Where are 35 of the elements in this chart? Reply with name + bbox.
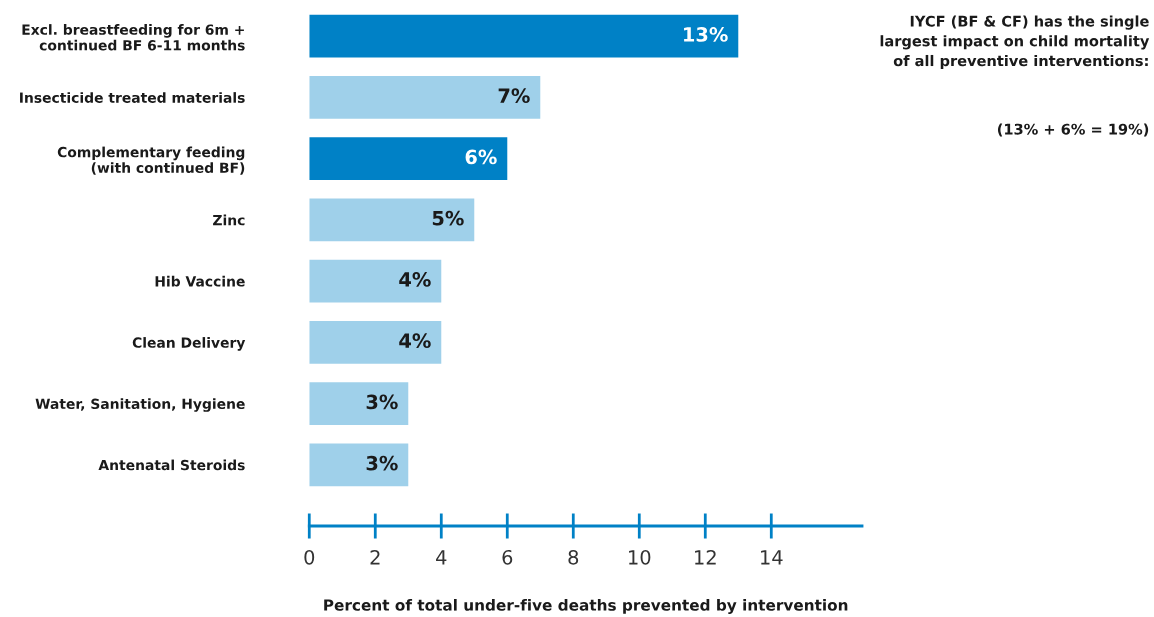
x-tick-label: 4 (436, 550, 447, 565)
text: IYCF (BF & CF) has the single largest impact on child mortality of all preventive interventions: (880, 15, 1150, 70)
data-label: 3% (366, 394, 398, 410)
y-tick-label: Antenatal Steroids (98, 459, 245, 471)
data-label: 5% (432, 210, 464, 226)
x-tick-label: 6 (502, 549, 513, 565)
data-label: 13% (684, 27, 728, 42)
x-tick-label: 0 (304, 549, 315, 565)
y-tick-label: Clean Delivery (132, 337, 246, 351)
bar (309, 14, 739, 58)
x-tick-label: 2 (370, 549, 380, 565)
x-tick-label: 8 (568, 549, 579, 565)
bar (309, 259, 442, 303)
data-label: 7% (498, 88, 530, 104)
x-axis-title: Percent of total under-five deaths prevented by intervention (324, 598, 848, 614)
y-tick-label: Excl. breastfeeding for 6m + continued BF 6-11 months (22, 24, 245, 51)
x-tick-label: 14 (761, 550, 783, 565)
y-tick-label: Complementary feeding (with continued BF) (57, 146, 245, 175)
bar (309, 75, 541, 119)
data-label: 3% (366, 455, 398, 471)
data-label: 6% (465, 149, 497, 165)
data-label: 4% (399, 272, 431, 287)
bar (309, 382, 409, 426)
y-tick-label: Insecticide treated materials (20, 92, 245, 103)
data-label: 4% (399, 333, 431, 348)
x-tick-label: 12 (695, 549, 716, 565)
bar (309, 320, 442, 364)
y-tick-label: Water, Sanitation, Hygiene (35, 398, 245, 412)
text: (13% + 6% = 19%) (997, 123, 1149, 137)
bar (309, 443, 409, 487)
bar (309, 198, 475, 242)
y-tick-label: Hib Vaccine (155, 275, 245, 287)
x-tick-label: 10 (629, 549, 651, 565)
y-tick-label: Zinc (213, 214, 245, 226)
bar (309, 137, 508, 181)
